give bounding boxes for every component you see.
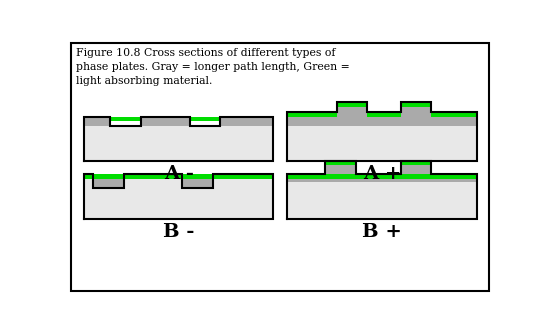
Text: A +: A + <box>363 165 401 183</box>
Bar <box>124 178 182 188</box>
Bar <box>190 116 220 121</box>
Bar <box>84 174 274 179</box>
Bar <box>287 182 477 219</box>
Bar <box>220 116 274 126</box>
Text: Figure 10.8 Cross sections of different types of
phase plates. Gray = longer pat: Figure 10.8 Cross sections of different … <box>76 48 350 86</box>
Bar <box>401 107 432 116</box>
Bar <box>401 161 432 165</box>
Text: A -: A - <box>164 165 194 183</box>
Bar <box>336 102 367 107</box>
Bar <box>84 116 110 126</box>
Bar <box>84 174 274 188</box>
Bar <box>325 161 356 165</box>
Bar <box>84 188 274 219</box>
Bar <box>110 116 141 121</box>
Bar <box>287 126 477 161</box>
Bar <box>287 174 477 179</box>
Bar <box>213 178 274 188</box>
Bar <box>336 107 367 116</box>
Bar <box>401 102 432 107</box>
Bar <box>287 174 477 182</box>
Bar <box>325 165 356 174</box>
Bar <box>401 165 432 174</box>
Text: B -: B - <box>163 223 194 241</box>
Bar <box>141 116 190 126</box>
Bar <box>287 112 477 116</box>
Bar <box>84 126 274 161</box>
Bar <box>287 116 477 126</box>
Text: B +: B + <box>362 223 402 241</box>
Bar <box>84 178 94 188</box>
